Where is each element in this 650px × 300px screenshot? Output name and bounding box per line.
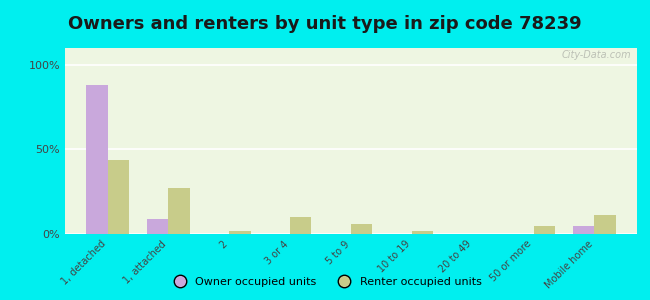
Bar: [290, 217, 311, 234]
Bar: [86, 85, 108, 234]
Bar: [412, 231, 433, 234]
Bar: [594, 215, 616, 234]
Bar: [229, 231, 251, 234]
Text: Owners and renters by unit type in zip code 78239: Owners and renters by unit type in zip c…: [68, 15, 582, 33]
Bar: [573, 226, 594, 234]
Bar: [168, 188, 190, 234]
Bar: [147, 219, 168, 234]
Bar: [534, 226, 555, 234]
Bar: [351, 224, 372, 234]
Legend: Owner occupied units, Renter occupied units: Owner occupied units, Renter occupied un…: [164, 273, 486, 291]
Bar: [108, 160, 129, 234]
Text: City-Data.com: City-Data.com: [562, 50, 631, 60]
